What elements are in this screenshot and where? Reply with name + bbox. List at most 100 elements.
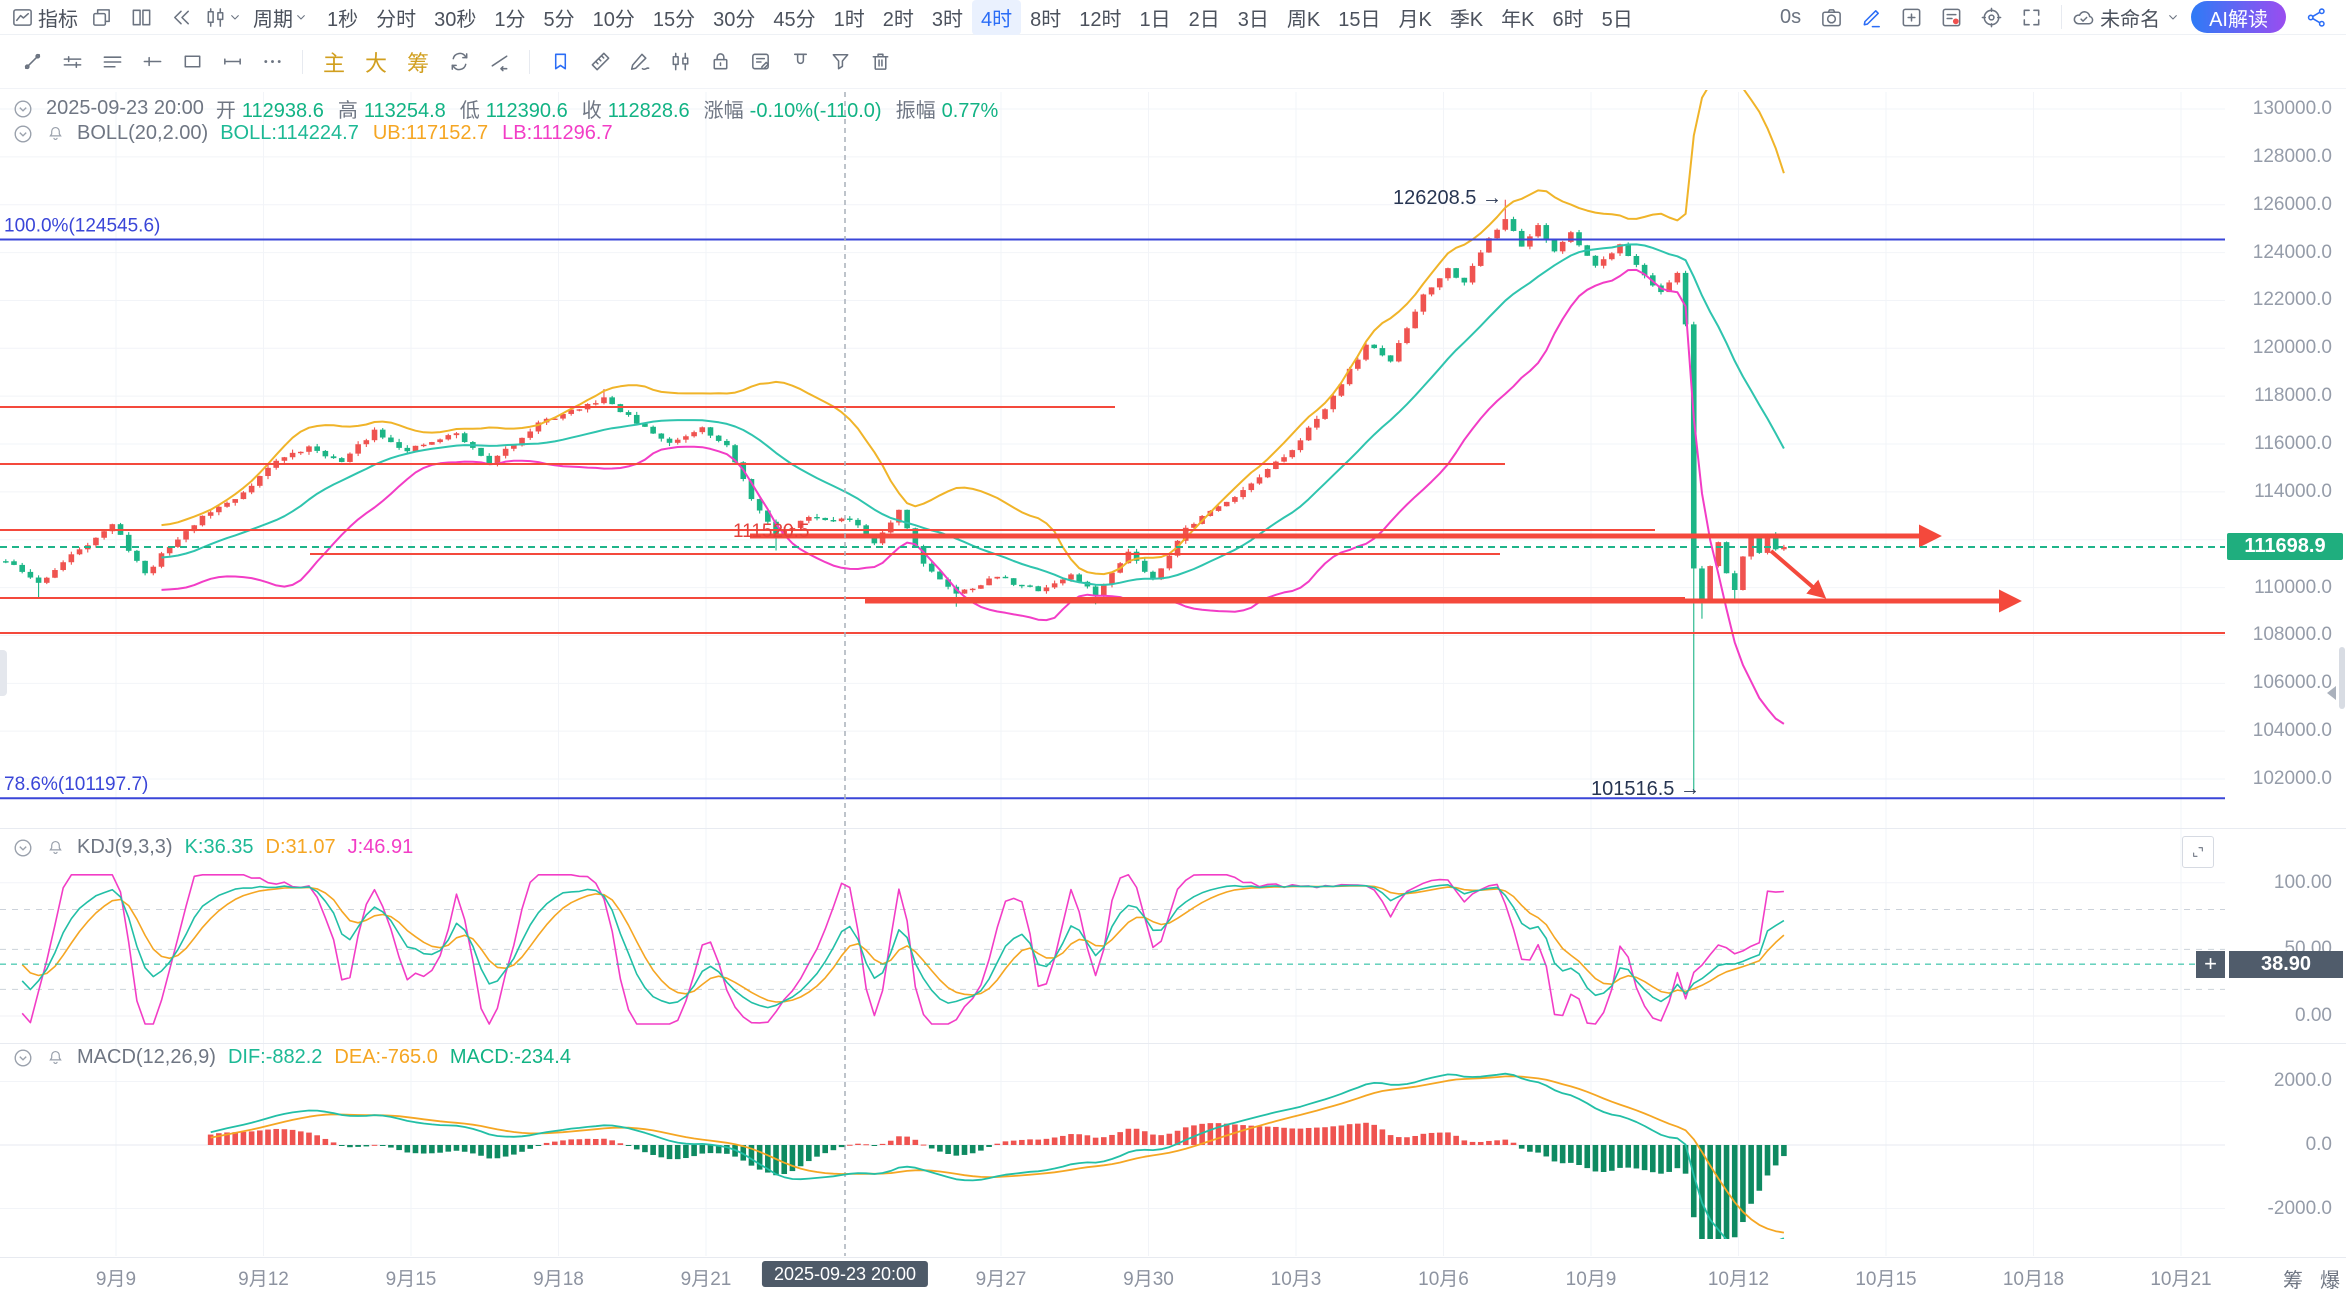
- indicator-button[interactable]: 指标: [8, 2, 81, 32]
- trend-line-button[interactable]: [12, 47, 52, 77]
- add-panel-button[interactable]: [1891, 2, 1931, 32]
- alert-bell-icon[interactable]: [46, 1048, 65, 1067]
- strike-button[interactable]: [479, 47, 519, 77]
- target-button[interactable]: [1971, 2, 2011, 32]
- workspace-name: 未命名: [2100, 8, 2161, 31]
- kdj-value-badge: 38.90: [2229, 950, 2343, 978]
- boll-legend: BOLL(20,2.00) BOLL:114224.7 UB:117152.7 LB…: [12, 122, 613, 145]
- pane-separator[interactable]: [0, 828, 2346, 829]
- boll-field: BOLL:114224.7: [220, 122, 359, 144]
- timeframe-季K[interactable]: 季K: [1449, 8, 1484, 31]
- legend-datetime: 2025-09-23 20:00: [46, 97, 204, 119]
- alert-bell-icon[interactable]: [46, 124, 65, 143]
- cloud-check-icon: [2073, 10, 2094, 24]
- layout-button[interactable]: [121, 2, 161, 32]
- pane-separator[interactable]: [0, 1043, 2346, 1044]
- candles2-button[interactable]: [660, 47, 700, 77]
- timeframe-1日[interactable]: 1日: [1139, 8, 1171, 31]
- ai-analysis-button[interactable]: AI解读: [2191, 1, 2286, 33]
- timeframe-周K[interactable]: 周K: [1286, 8, 1321, 31]
- timeframe-4时[interactable]: 4时: [972, 0, 1022, 35]
- timeframe-12时[interactable]: 12时: [1079, 8, 1122, 31]
- timeframe-10分[interactable]: 10分: [592, 8, 635, 31]
- candle-type-button[interactable]: [201, 2, 246, 32]
- price-axis-label: 108000.0: [2252, 624, 2332, 646]
- timeframe-1时[interactable]: 1时: [833, 8, 865, 31]
- cycle-edit-button[interactable]: [439, 47, 479, 77]
- timeframe-分时[interactable]: 分时: [376, 8, 417, 31]
- timeframe-5日[interactable]: 5日: [1601, 8, 1633, 31]
- kdj-legend: KDJ(9,3,3) K:36.35 D:31.07 J:46.91: [12, 836, 413, 859]
- timeframe-2日[interactable]: 2日: [1188, 8, 1220, 31]
- quick-tool-大[interactable]: 大: [365, 50, 388, 76]
- collapse-chevron-icon[interactable]: [12, 837, 34, 859]
- corner-tool-筹[interactable]: 筹: [2283, 1270, 2303, 1289]
- funnel-button[interactable]: [820, 47, 860, 77]
- fullscreen-button[interactable]: [2011, 2, 2051, 32]
- timeframe-1分[interactable]: 1分: [494, 8, 526, 31]
- magnet-button[interactable]: [780, 47, 820, 77]
- ohlc-field: 振幅 0.77%: [895, 100, 999, 122]
- price-axis-label: 102000.0: [2252, 768, 2332, 790]
- quick-tool-主[interactable]: 主: [323, 50, 346, 76]
- brush-button[interactable]: [620, 47, 660, 77]
- collapse-panel-arrow[interactable]: [2327, 686, 2336, 700]
- lock-icon: [713, 53, 728, 70]
- timeframe-8时[interactable]: 8时: [1030, 8, 1062, 31]
- timeframe-30分[interactable]: 30分: [713, 8, 756, 31]
- left-drawer-handle[interactable]: [0, 650, 7, 696]
- overlay-button[interactable]: [81, 2, 121, 32]
- price-annotation[interactable]: 126208.5 →: [1393, 187, 1502, 209]
- timeframe-2时[interactable]: 2时: [882, 8, 914, 31]
- lock-button[interactable]: [700, 47, 740, 77]
- workspace-menu[interactable]: 未命名: [2072, 3, 2181, 32]
- timeframe-15分[interactable]: 15分: [652, 8, 696, 31]
- segment-button[interactable]: [212, 47, 252, 77]
- price-axis-label: 128000.0: [2252, 145, 2332, 167]
- parallel-button[interactable]: [52, 47, 92, 77]
- share-button[interactable]: [2296, 2, 2336, 32]
- collapse-chevron-icon[interactable]: [12, 123, 34, 145]
- time-axis[interactable]: 2025-09-23 20:00 9月9 9月12 9月15 9月18 9月21 9月27…: [0, 1257, 2346, 1289]
- cross-button[interactable]: [132, 47, 172, 77]
- right-scrollbar[interactable]: [2339, 647, 2345, 709]
- price-annotation[interactable]: 101516.5 →: [1591, 778, 1700, 800]
- expand-icon: [2193, 847, 2203, 857]
- timeframe-6时[interactable]: 6时: [1552, 8, 1584, 31]
- rect-tool-button[interactable]: [172, 47, 212, 77]
- timeframe-月K[interactable]: 月K: [1398, 8, 1432, 31]
- dots-button[interactable]: [252, 47, 292, 77]
- quick-tool-筹[interactable]: 筹: [407, 50, 430, 76]
- timeframe-3日[interactable]: 3日: [1237, 8, 1269, 31]
- camera-button[interactable]: [1811, 2, 1851, 32]
- timeframe-30秒[interactable]: 30秒: [434, 8, 477, 31]
- corner-tool-爆[interactable]: 爆: [2320, 1270, 2340, 1289]
- note-button[interactable]: [740, 47, 780, 77]
- timeframe-15日[interactable]: 15日: [1338, 8, 1381, 31]
- replay-list-button[interactable]: [1931, 2, 1971, 32]
- collapse-chevron-icon[interactable]: [12, 98, 34, 120]
- macd-axis-label: 2000.0: [2273, 1070, 2332, 1092]
- replay-list-icon: [1942, 8, 1961, 26]
- timeframe-3时[interactable]: 3时: [931, 8, 963, 31]
- x-axis-label: 9月18: [533, 1269, 584, 1289]
- timeframe-1秒[interactable]: 1秒: [327, 8, 359, 31]
- trash-button[interactable]: [860, 47, 900, 77]
- toolbar-divider: [302, 49, 303, 74]
- ruler-button[interactable]: [580, 47, 620, 77]
- collapse-chevron-icon[interactable]: [12, 1047, 34, 1069]
- pencil-button[interactable]: [1851, 2, 1891, 32]
- timeframe-45分[interactable]: 45分: [773, 8, 816, 31]
- period-button[interactable]: 周期: [246, 2, 312, 32]
- timeframe-5分[interactable]: 5分: [543, 8, 575, 31]
- timeframe-年K[interactable]: 年K: [1501, 8, 1535, 31]
- macd-axis-label: -2000.0: [2267, 1197, 2332, 1219]
- bookmark-button[interactable]: [540, 47, 580, 77]
- hlines-button[interactable]: [92, 47, 132, 77]
- kdj-add-button[interactable]: +: [2196, 950, 2225, 978]
- trend-line-icon: [24, 53, 40, 70]
- alert-bell-icon[interactable]: [46, 838, 65, 857]
- expand-pane-button[interactable]: [2182, 836, 2214, 868]
- rewind-button[interactable]: [161, 2, 201, 32]
